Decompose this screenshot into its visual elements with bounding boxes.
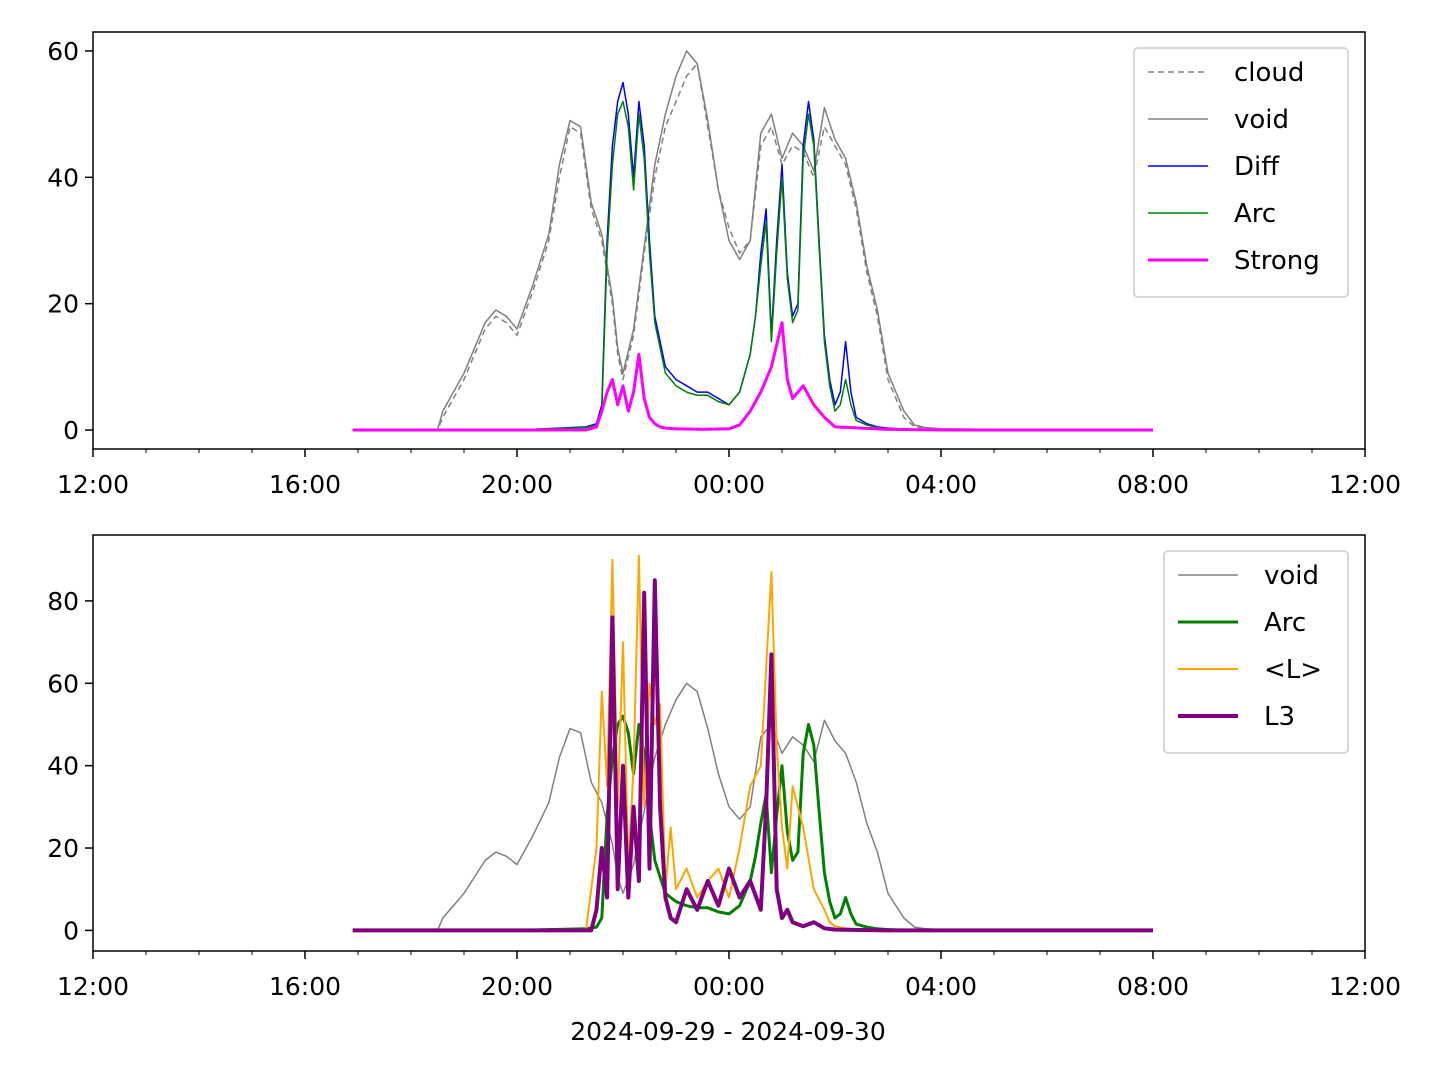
y-tick-label: 40 bbox=[47, 752, 79, 781]
y-tick-label: 60 bbox=[47, 669, 79, 698]
x-tick-label: 04:00 bbox=[905, 470, 977, 499]
x-tick-label: 08:00 bbox=[1117, 470, 1189, 499]
x-tick-label: 12:00 bbox=[57, 972, 129, 1001]
series-line-void bbox=[352, 50, 1153, 431]
figure-x-label: 2024-09-29 - 2024-09-30 bbox=[570, 1017, 886, 1046]
x-tick-label: 20:00 bbox=[481, 972, 553, 1001]
y-tick-label: 20 bbox=[47, 834, 79, 863]
legend-label: Strong bbox=[1234, 246, 1320, 276]
legend-box bbox=[1133, 47, 1349, 298]
y-tick-label: 0 bbox=[63, 416, 79, 445]
top-chart: 12:00 16:00 20:00 00:00 04:00 08:00 12:00 0 20 40… bbox=[47, 31, 1401, 499]
legend-label: void bbox=[1234, 105, 1289, 135]
x-tick-label: 12:00 bbox=[1329, 470, 1401, 499]
series-group bbox=[352, 50, 1153, 432]
legend: void Arc <L> L3 bbox=[1163, 550, 1349, 754]
x-tick-label: 12:00 bbox=[57, 470, 129, 499]
x-tick-label: 20:00 bbox=[481, 470, 553, 499]
legend-label: L3 bbox=[1264, 702, 1295, 732]
y-tick-label: 0 bbox=[63, 916, 79, 945]
legend-label: Arc bbox=[1264, 608, 1306, 638]
x-tick-label: 08:00 bbox=[1117, 972, 1189, 1001]
series-line-cloud bbox=[352, 62, 1153, 431]
series-line-l bbox=[352, 554, 1153, 932]
y-tick-label: 80 bbox=[47, 587, 79, 616]
y-tick-label: 60 bbox=[47, 37, 79, 66]
legend-label: Diff bbox=[1234, 152, 1280, 182]
series-line-l3 bbox=[352, 578, 1153, 933]
series-line-arc bbox=[352, 714, 1153, 932]
series-line-arc bbox=[352, 100, 1153, 431]
legend-label: Arc bbox=[1234, 199, 1276, 229]
x-tick-label: 00:00 bbox=[693, 470, 765, 499]
x-tick-label: 00:00 bbox=[693, 972, 765, 1001]
x-tick-label: 16:00 bbox=[269, 470, 341, 499]
series-group bbox=[352, 554, 1153, 933]
y-tick-label: 20 bbox=[47, 290, 79, 319]
legend-label: cloud bbox=[1234, 58, 1304, 88]
series-line-strong bbox=[352, 321, 1153, 432]
legend-label: void bbox=[1264, 561, 1319, 591]
series-line-void bbox=[352, 682, 1153, 932]
legend-label: <L> bbox=[1264, 655, 1322, 685]
y-tick-label: 40 bbox=[47, 163, 79, 192]
x-tick-label: 04:00 bbox=[905, 972, 977, 1001]
x-tick-label: 16:00 bbox=[269, 972, 341, 1001]
legend: cloud void Diff Arc Strong bbox=[1133, 47, 1349, 298]
series-line-diff bbox=[352, 81, 1153, 431]
x-tick-label: 12:00 bbox=[1329, 972, 1401, 1001]
bottom-chart: 12:00 16:00 20:00 00:00 04:00 08:00 12:00 0 20 40… bbox=[47, 534, 1401, 1001]
legend-box bbox=[1163, 550, 1349, 754]
